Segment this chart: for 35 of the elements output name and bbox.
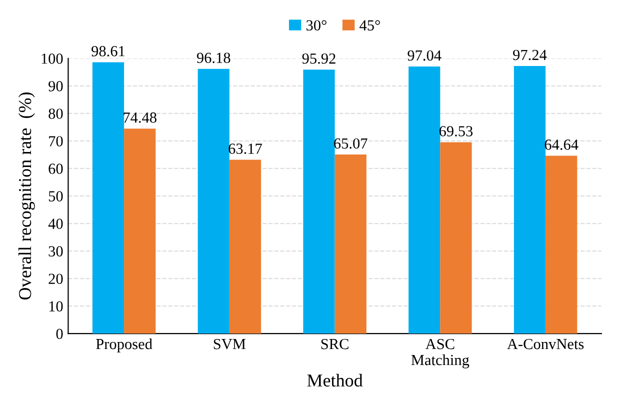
y-tick-label: 60 [48,164,63,174]
legend-label: 30° [306,20,326,31]
y-tick-label: 40 [48,218,63,229]
data-label: 95.92 [302,53,336,64]
bar [124,128,156,334]
y-tick-label: 90 [48,81,63,92]
data-label: 97.24 [513,50,547,60]
bar [440,142,472,334]
y-tick-label: 0 [56,328,63,340]
data-label: 97.04 [408,50,442,61]
y-tick-label: 50 [48,191,63,202]
data-label: 96.18 [196,52,230,64]
y-tick-label: 10 [49,301,63,312]
bar [92,62,124,334]
y-tick-label: 80 [48,108,63,119]
x-tick-label: Proposed [96,338,152,352]
bar [408,66,440,334]
y-tick-label: 30 [48,246,63,256]
bar [229,160,262,334]
x-tick-label: A-ConvNets [507,338,584,350]
y-tick-label: 20 [48,274,63,284]
bar [334,154,366,334]
bar [303,70,335,334]
bar [198,68,230,334]
legend-label: 45° [360,20,380,31]
y-tick-label: 70 [49,136,63,146]
x-axis-title: Method [307,374,363,387]
data-label: 98.61 [92,46,125,56]
y-axis-title: Overall recognition rate (%) [18,92,35,300]
bar [514,66,546,334]
x-tick-label: SRC [321,338,348,350]
x-tick-label: ASC Matching [411,338,470,368]
y-tick-label: 100 [42,54,63,64]
bar [546,156,578,334]
x-tick-label: SVM [214,338,246,350]
